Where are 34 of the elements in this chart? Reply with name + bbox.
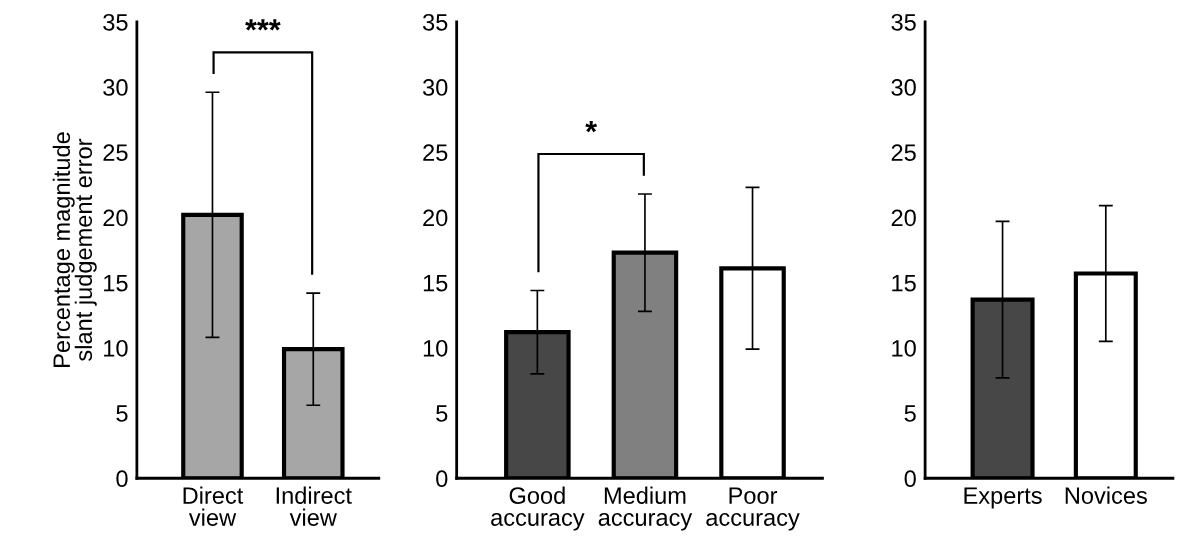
y-tick-label: 15 [104,274,128,292]
y-tick-label: 30 [422,79,448,96]
y-tick-label: 20 [423,209,448,227]
x-tick-label: Novices [1065,486,1147,504]
y-tick-label: 30 [891,79,916,96]
y-tick-label: 20 [103,209,128,227]
x-tick-label: Direct view [183,486,244,526]
annotation: * [585,120,598,133]
x-tick-label: Experts [964,487,1042,509]
annotation: *** [245,19,281,31]
y-tick-label: 10 [423,339,448,357]
x-tick-label: Good accuracy [491,486,585,531]
y-tick-label: 0 [116,470,128,488]
y-tick-label: 0 [904,470,916,488]
y-tick-label: 5 [904,405,916,422]
x-tick-label: Poor accuracy [706,487,800,531]
y-axis-title: Percentage magnitude slant judgement error [52,132,97,367]
y-tick-label: 25 [891,144,916,162]
y-tick-label: 15 [892,274,916,292]
x-tick-label: Indirect view [276,486,352,526]
y-tick-label: 10 [892,339,916,357]
y-tick-label: 5 [436,405,448,422]
y-tick-label: 5 [116,405,128,422]
y-tick-label: 25 [423,144,448,162]
y-tick-label: 30 [103,79,128,96]
y-tick-label: 35 [422,13,448,31]
y-tick-label: 35 [103,13,128,31]
y-tick-label: 20 [891,209,916,227]
y-tick-label: 25 [103,144,128,162]
y-tick-label: 35 [891,13,916,31]
y-tick-label: 15 [423,274,448,292]
y-tick-label: 0 [436,470,448,488]
x-tick-label: Medium accuracy [598,486,693,531]
y-tick-label: 10 [104,339,128,357]
